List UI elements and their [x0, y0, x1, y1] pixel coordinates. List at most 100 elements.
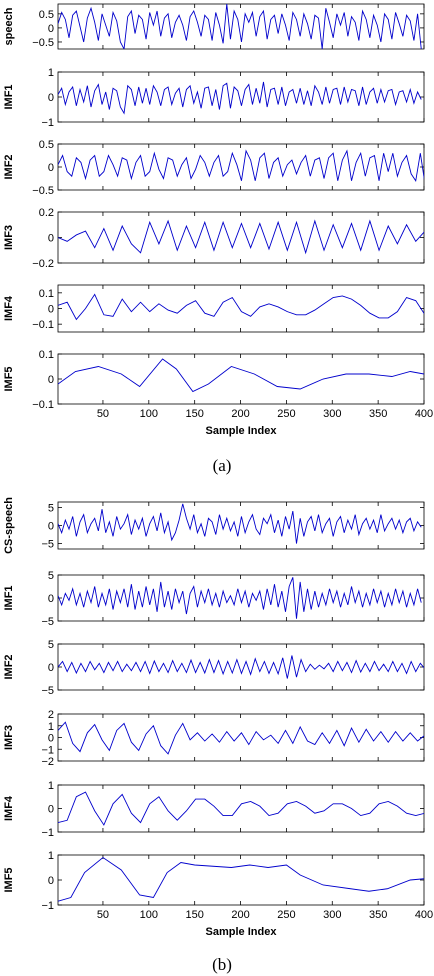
- subplot-3: −0.2 0 0.2 IMF3: [3, 207, 425, 270]
- ytick-label: 0: [48, 875, 54, 887]
- xtick-label: 50: [97, 909, 109, 921]
- ytick-label: −1: [41, 900, 54, 912]
- ylabel: CS-speech: [3, 497, 15, 554]
- xtick-label: 350: [369, 909, 387, 921]
- series-line-0: [58, 503, 422, 544]
- ylabel: IMF5: [3, 867, 15, 892]
- xtick-label: 100: [140, 408, 158, 420]
- xtick-label: 150: [185, 909, 203, 921]
- axes-frame: [57, 574, 425, 622]
- ylabel: IMF2: [3, 154, 15, 179]
- ytick-label: −1: [41, 744, 54, 756]
- ytick-label: −1: [41, 117, 54, 129]
- xtick-label: 300: [323, 909, 341, 921]
- ytick-label: 0: [48, 233, 54, 245]
- ytick-label: 1: [48, 721, 54, 733]
- ytick-label: −2: [41, 756, 54, 768]
- ytick-label: 1: [48, 780, 54, 792]
- ytick-label: 2: [48, 709, 54, 721]
- subplot-2: −0.5 0 0.5 IMF2: [3, 139, 425, 197]
- ylabel: IMF4: [3, 795, 15, 821]
- ytick-label: 0: [48, 593, 54, 605]
- ytick-label: −1: [41, 827, 54, 839]
- ytick-label: −0.5: [32, 185, 54, 197]
- xtick-label: 400: [415, 909, 433, 921]
- subplot-10: −1 0 1 IMF4: [3, 780, 425, 839]
- ylabel: IMF3: [3, 725, 15, 750]
- caption-0: (a): [213, 456, 232, 475]
- ytick-label: −0.2: [32, 258, 54, 270]
- ytick-label: 0.5: [39, 139, 54, 151]
- series-line-0: [58, 721, 424, 755]
- subplot-4: −0.1 0 0.1 IMF4: [3, 284, 425, 333]
- ytick-label: 5: [48, 502, 54, 514]
- ytick-label: 0: [48, 304, 54, 316]
- ylabel: IMF1: [3, 84, 15, 109]
- axes-frame: [57, 284, 425, 333]
- axes-frame: [57, 353, 425, 405]
- ylabel: IMF1: [3, 585, 15, 610]
- series-line-0: [58, 856, 424, 902]
- ytick-label: 0: [48, 662, 54, 674]
- axes-frame: [57, 211, 425, 264]
- ytick-label: −5: [41, 685, 54, 697]
- axes-frame: [57, 71, 425, 123]
- axes-frame: [57, 854, 425, 906]
- ytick-label: −0.1: [32, 319, 54, 331]
- ytick-label: 0: [48, 804, 54, 816]
- ytick-label: 0.1: [39, 349, 54, 361]
- axes-frame: [57, 713, 425, 762]
- series-line-0: [58, 358, 424, 393]
- xtick-label: 350: [369, 408, 387, 420]
- xlabel-1: Sample Index: [206, 926, 278, 938]
- ytick-label: 1: [48, 67, 54, 79]
- series-line-0: [58, 149, 424, 183]
- axes-frame: [57, 643, 425, 691]
- ytick-label: −0.5: [32, 37, 54, 49]
- series-line-0: [58, 81, 422, 115]
- xtick-label: 50: [97, 408, 109, 420]
- axes-frame: [57, 143, 425, 191]
- axes-frame: [57, 784, 425, 833]
- ylabel: IMF4: [3, 295, 15, 321]
- subplot-1: −1 0 1 IMF1: [3, 67, 425, 129]
- subplot-7: −5 0 5 IMF1: [3, 570, 425, 628]
- subplot-5: −0.1 0 0.1 50 100 150 200 250 300 350 400 IMF5: [3, 349, 433, 420]
- ytick-label: 0.2: [39, 207, 54, 219]
- ytick-label: 0: [48, 162, 54, 174]
- ytick-label: −5: [41, 539, 54, 551]
- series-line-0: [58, 577, 422, 619]
- series-line-0: [58, 4, 422, 49]
- ytick-label: 0: [48, 92, 54, 104]
- xtick-label: 100: [140, 909, 158, 921]
- ytick-label: 1: [48, 850, 54, 862]
- series-line-0: [58, 219, 424, 255]
- xtick-label: 300: [323, 408, 341, 420]
- ytick-label: 0: [48, 374, 54, 386]
- ytick-label: 0: [48, 23, 54, 35]
- series-line-0: [58, 293, 424, 321]
- ylabel: IMF5: [3, 366, 15, 391]
- ytick-label: 5: [48, 639, 54, 651]
- ytick-label: 0.5: [39, 9, 54, 21]
- ylabel: speech: [3, 7, 15, 45]
- ytick-label: 0.1: [39, 288, 54, 300]
- xtick-label: 200: [231, 408, 249, 420]
- xtick-label: 250: [277, 909, 295, 921]
- ylabel: IMF2: [3, 654, 15, 679]
- ytick-label: 5: [48, 570, 54, 582]
- caption-1: (b): [212, 955, 232, 974]
- series-line-0: [58, 655, 424, 679]
- xlabel-0: Sample Index: [206, 425, 278, 437]
- xtick-label: 150: [185, 408, 203, 420]
- xtick-label: 400: [415, 408, 433, 420]
- subplot-6: −5 0 5 CS-speech: [3, 497, 425, 554]
- xtick-label: 250: [277, 408, 295, 420]
- ytick-label: −0.1: [32, 399, 54, 411]
- ytick-label: 0: [48, 733, 54, 745]
- axes-frame: [57, 3, 425, 50]
- ytick-label: 0: [48, 521, 54, 533]
